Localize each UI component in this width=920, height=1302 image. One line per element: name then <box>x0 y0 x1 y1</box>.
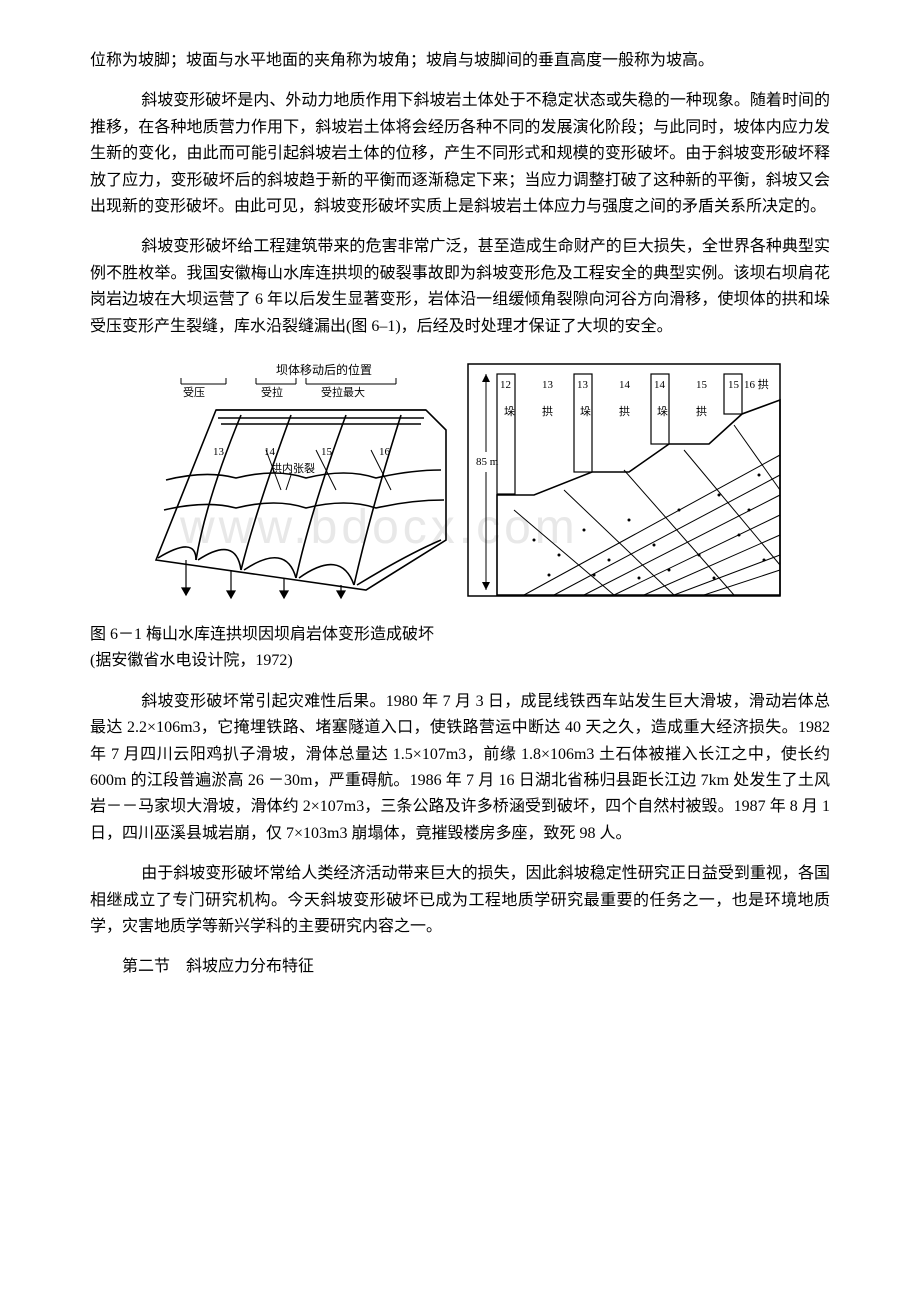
paragraph-4: 斜坡变形破坏常引起灾难性后果。1980 年 7 月 3 日，成昆线铁西车站发生巨… <box>90 689 830 847</box>
figure-caption: 图 6－1 梅山水库连拱坝因坝肩岩体变形造成破坏 <box>90 623 830 647</box>
fr-sub-2: 垛 <box>580 405 591 418</box>
figure-right-diagram: 12 13 13 14 14 15 15 16 拱 垛 拱 垛 拱 垛 拱 85… <box>464 360 784 605</box>
fig-num-13: 13 <box>213 446 225 458</box>
fig-label-shoula: 受拉 <box>261 385 283 399</box>
figure-left-diagram: 坝体移动后的位置 受压 受拉 受拉最大 <box>136 360 456 605</box>
fr-sub-5: 拱 <box>696 404 707 418</box>
fig-label-gongnei: 拱内张裂 <box>271 461 315 475</box>
fr-lbl-13a: 13 <box>542 379 554 391</box>
fig-left-title: 坝体移动后的位置 <box>276 362 372 377</box>
fr-sub-1: 拱 <box>542 404 553 418</box>
paragraph-3: 斜坡变形破坏给工程建筑带来的危害非常广泛，甚至造成生命财产的巨大损失，全世界各种… <box>90 234 830 340</box>
figure-6-1: www.bdocx.com 坝体移动后的位置 受压 受拉 受拉最大 <box>90 360 830 605</box>
paragraph-2: 斜坡变形破坏是内、外动力地质作用下斜坡岩土体处于不稳定状态或失稳的一种现象。随着… <box>90 88 830 220</box>
fr-sub-0: 垛 <box>504 405 515 418</box>
fr-lbl-14b: 14 <box>654 379 666 391</box>
paragraph-5: 由于斜坡变形破坏常给人类经济活动带来巨大的损失，因此斜坡稳定性研究正日益受到重视… <box>90 861 830 940</box>
fr-sub-3: 拱 <box>619 404 630 418</box>
fr-lbl-15a: 15 <box>696 379 708 391</box>
fig-num-15: 15 <box>321 446 333 458</box>
fig-num-16: 16 <box>379 446 391 458</box>
figure-source: (据安徽省水电设计院，1972) <box>90 649 830 673</box>
fig-label-shoula-max: 受拉最大 <box>321 385 365 399</box>
fig-num-14: 14 <box>264 446 276 458</box>
fr-lbl-16: 16 拱 <box>744 377 769 391</box>
fig-label-yashou: 受压 <box>183 386 205 399</box>
fr-height-label: 85 m <box>476 456 499 468</box>
section-2-heading: 第二节 斜坡应力分布特征 <box>90 954 830 980</box>
fr-lbl-13b: 13 <box>577 379 589 391</box>
fr-lbl-12: 12 <box>500 379 511 391</box>
fr-sub-4: 垛 <box>657 405 668 418</box>
fr-lbl-15b: 15 <box>728 379 740 391</box>
paragraph-1: 位称为坡脚；坡面与水平地面的夹角称为坡角；坡肩与坡脚间的垂直高度一般称为坡高。 <box>90 48 830 74</box>
fr-lbl-14a: 14 <box>619 379 631 391</box>
